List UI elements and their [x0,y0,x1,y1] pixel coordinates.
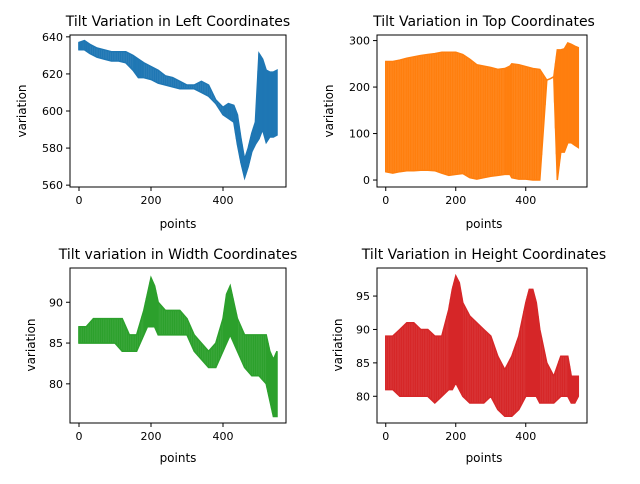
x-tick-label-height: 400 [515,430,536,443]
ticks-top: 0 200 400 0 100 200 300 [349,35,536,207]
x-tick-label-width: 400 [213,430,234,443]
x-axis-label-height: points [466,451,503,465]
y-tick-label-top: 200 [349,81,370,94]
series-band-width [78,275,278,418]
x-tick-label-height: 200 [445,430,466,443]
y-tick-label-width: 90 [49,296,63,309]
x-tick-label-top: 200 [445,194,466,207]
y-tick-label-left: 620 [42,68,63,81]
y-tick-label-height: 90 [356,323,370,336]
y-tick-label-width: 85 [49,337,63,350]
y-tick-label-left: 600 [42,105,63,118]
y-tick-label-left: 640 [42,31,63,44]
chart-title-left: Tilt Variation in Left Coordinates [65,14,290,30]
chart-title-top: Tilt Variation in Top Coordinates [372,14,595,30]
x-tick-label-top: 400 [515,194,536,207]
y-tick-label-width: 80 [49,378,63,391]
y-tick-label-top: 300 [349,35,370,48]
x-tick-label-top: 0 [382,194,389,207]
y-tick-label-height: 85 [356,357,370,370]
ticks-left: 0 200 400 560 580 600 620 640 [42,31,234,207]
y-axis-label-width: variation [24,318,38,371]
plot-area-height [385,273,580,418]
ticks-width: 0 200 400 80 85 90 [49,296,234,443]
chart-height-coordinates: Tilt Variation in Height Coordinates poi… [331,247,606,465]
plot-area-top [385,41,580,181]
y-tick-label-height: 80 [356,390,370,403]
chart-width-coordinates: Tilt variation in Width Coordinates poin… [24,247,297,465]
chart-title-width: Tilt variation in Width Coordinates [58,247,298,263]
y-axis-label-top: variation [322,84,336,137]
plot-area-left [78,39,278,181]
y-axis-label-height: variation [331,318,345,371]
chart-top-coordinates: Tilt Variation in Top Coordinates points… [322,14,595,231]
y-axis-label-left: variation [15,84,29,137]
axes-frame-width [69,267,287,424]
x-axis-label-top: points [466,217,503,231]
x-tick-label-width: 0 [76,430,83,443]
y-tick-label-height: 95 [356,290,370,303]
axes-frame-top [376,34,588,188]
x-tick-label-left: 400 [213,194,234,207]
plot-area-width [78,275,278,418]
x-tick-label-width: 200 [141,430,162,443]
y-tick-label-left: 580 [42,142,63,155]
x-tick-label-height: 0 [382,430,389,443]
ticks-height: 0 200 400 80 85 90 95 [356,290,536,443]
x-tick-label-left: 200 [141,194,162,207]
y-tick-label-top: 100 [349,128,370,141]
axes-frame-height [376,267,588,424]
x-tick-label-left: 0 [76,194,83,207]
chart-title-height: Tilt Variation in Height Coordinates [361,247,606,263]
chart-left-coordinates: Tilt Variation in Left Coordinates point… [15,14,290,231]
y-tick-label-left: 560 [42,179,63,192]
x-axis-label-left: points [160,217,197,231]
x-axis-label-width: points [160,451,197,465]
y-tick-label-top: 0 [363,174,370,187]
